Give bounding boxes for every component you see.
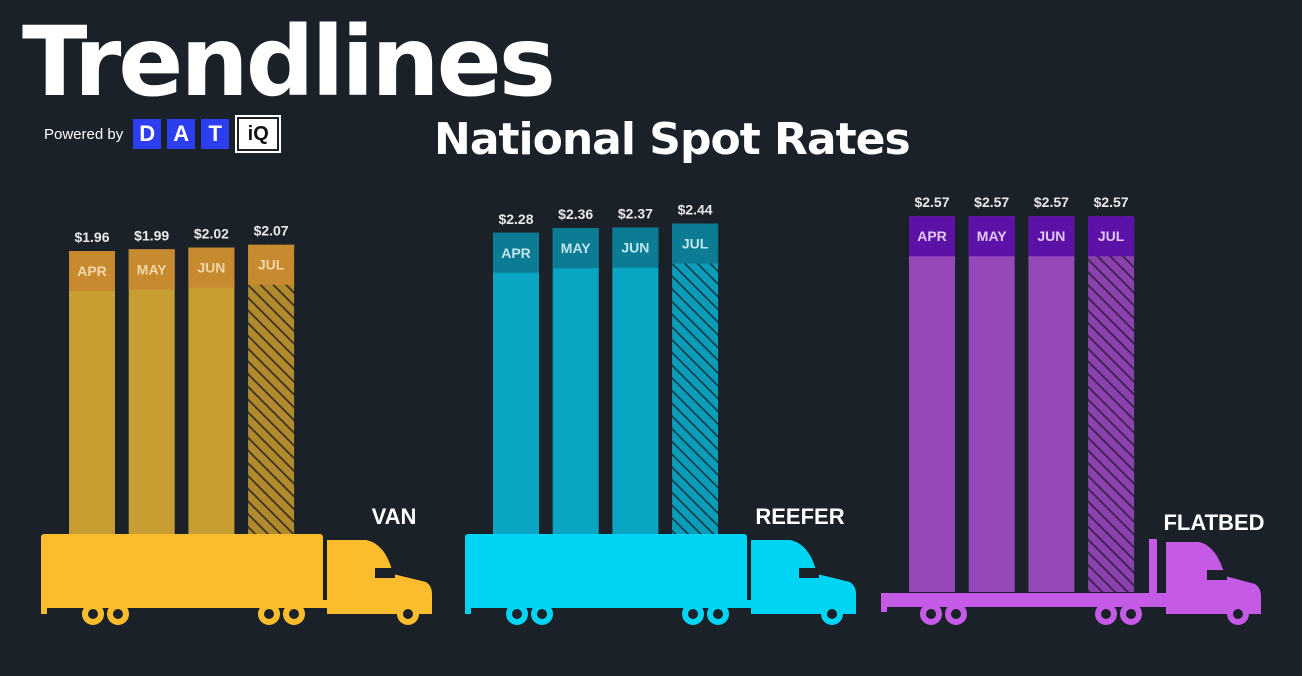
bar-cap-reefer-apr bbox=[493, 232, 539, 273]
month-label: JUL bbox=[682, 236, 709, 252]
bar-reefer-apr bbox=[493, 232, 539, 534]
value-label: $2.57 bbox=[1094, 194, 1129, 210]
value-label: $2.02 bbox=[194, 226, 229, 242]
bar-cap-van-jun bbox=[188, 247, 235, 288]
bar-cap-flatbed-jun bbox=[1028, 216, 1075, 257]
month-label: JUL bbox=[1098, 228, 1125, 244]
truck-van-icon bbox=[41, 534, 432, 625]
equipment-label-van: VAN bbox=[372, 504, 417, 529]
powered-by-label: Powered by bbox=[44, 125, 124, 143]
bar-cap-reefer-jun bbox=[612, 227, 659, 268]
bar-cap-van-may bbox=[128, 249, 175, 290]
bar-cap-van-jul bbox=[248, 244, 295, 285]
value-label: $1.99 bbox=[134, 227, 169, 243]
month-label: MAY bbox=[977, 228, 1007, 244]
series-reefer: REEFER APR $2.28 MAY $2.36 JUN $2.37 JUL $2.44 bbox=[465, 202, 856, 625]
month-label: APR bbox=[501, 245, 531, 261]
value-label: $2.57 bbox=[974, 194, 1009, 210]
month-label: APR bbox=[917, 228, 947, 244]
bar-flatbed-may bbox=[968, 216, 1015, 593]
powered-by-badge: Powered by D A T iQ bbox=[44, 117, 280, 151]
bar-cap-reefer-may bbox=[552, 228, 599, 269]
value-label: $2.36 bbox=[558, 206, 593, 222]
value-label: $2.44 bbox=[678, 202, 713, 218]
bar-van-jul bbox=[248, 244, 295, 535]
month-label: MAY bbox=[137, 261, 167, 277]
equipment-label-flatbed: FLATBED bbox=[1163, 510, 1264, 535]
truck-reefer-icon bbox=[465, 534, 856, 625]
bar-flatbed-apr bbox=[909, 216, 955, 593]
value-label: $2.37 bbox=[618, 206, 653, 222]
page-title: Trendlines bbox=[22, 6, 556, 118]
bar-flatbed-jun bbox=[1028, 216, 1075, 593]
bar-van-may bbox=[128, 249, 175, 535]
series-van: VAN APR $1.96 MAY $1.99 JUN $2.02 JUL $2.07 bbox=[41, 223, 432, 625]
iq-logo: iQ bbox=[237, 117, 280, 151]
value-label: $2.07 bbox=[254, 223, 289, 239]
bar-van-apr bbox=[69, 251, 115, 534]
dat-logo-letter-d: D bbox=[133, 119, 162, 149]
dat-logo-letter-a: A bbox=[167, 119, 196, 149]
bar-flatbed-jul bbox=[1088, 216, 1135, 593]
bar-van-jun bbox=[188, 247, 235, 534]
bar-cap-van-apr bbox=[69, 251, 115, 291]
dat-logo-letter-t: T bbox=[201, 119, 230, 149]
month-label: JUL bbox=[258, 257, 285, 273]
equipment-label-reefer: REEFER bbox=[755, 504, 844, 529]
bar-reefer-jun bbox=[612, 227, 659, 534]
bar-cap-reefer-jul bbox=[672, 223, 719, 264]
month-label: JUN bbox=[621, 240, 649, 256]
month-label: JUN bbox=[197, 260, 225, 276]
bar-cap-flatbed-jul bbox=[1088, 216, 1135, 257]
month-label: APR bbox=[77, 263, 107, 279]
bar-cap-flatbed-apr bbox=[909, 216, 955, 257]
month-label: MAY bbox=[561, 240, 591, 256]
bar-reefer-jul bbox=[672, 223, 719, 534]
chart-subtitle: National Spot Rates bbox=[434, 114, 911, 165]
series-flatbed: FLATBED APR $2.57 MAY $2.57 JUN $2.57 JUL $2.57 bbox=[881, 194, 1265, 625]
value-label: $1.96 bbox=[74, 229, 109, 245]
bar-cap-flatbed-may bbox=[968, 216, 1015, 257]
value-label: $2.57 bbox=[914, 194, 949, 210]
truck-flatbed-icon bbox=[881, 539, 1261, 625]
value-label: $2.57 bbox=[1034, 194, 1069, 210]
value-label: $2.28 bbox=[498, 211, 533, 227]
bar-reefer-may bbox=[552, 228, 599, 534]
month-label: JUN bbox=[1037, 228, 1065, 244]
